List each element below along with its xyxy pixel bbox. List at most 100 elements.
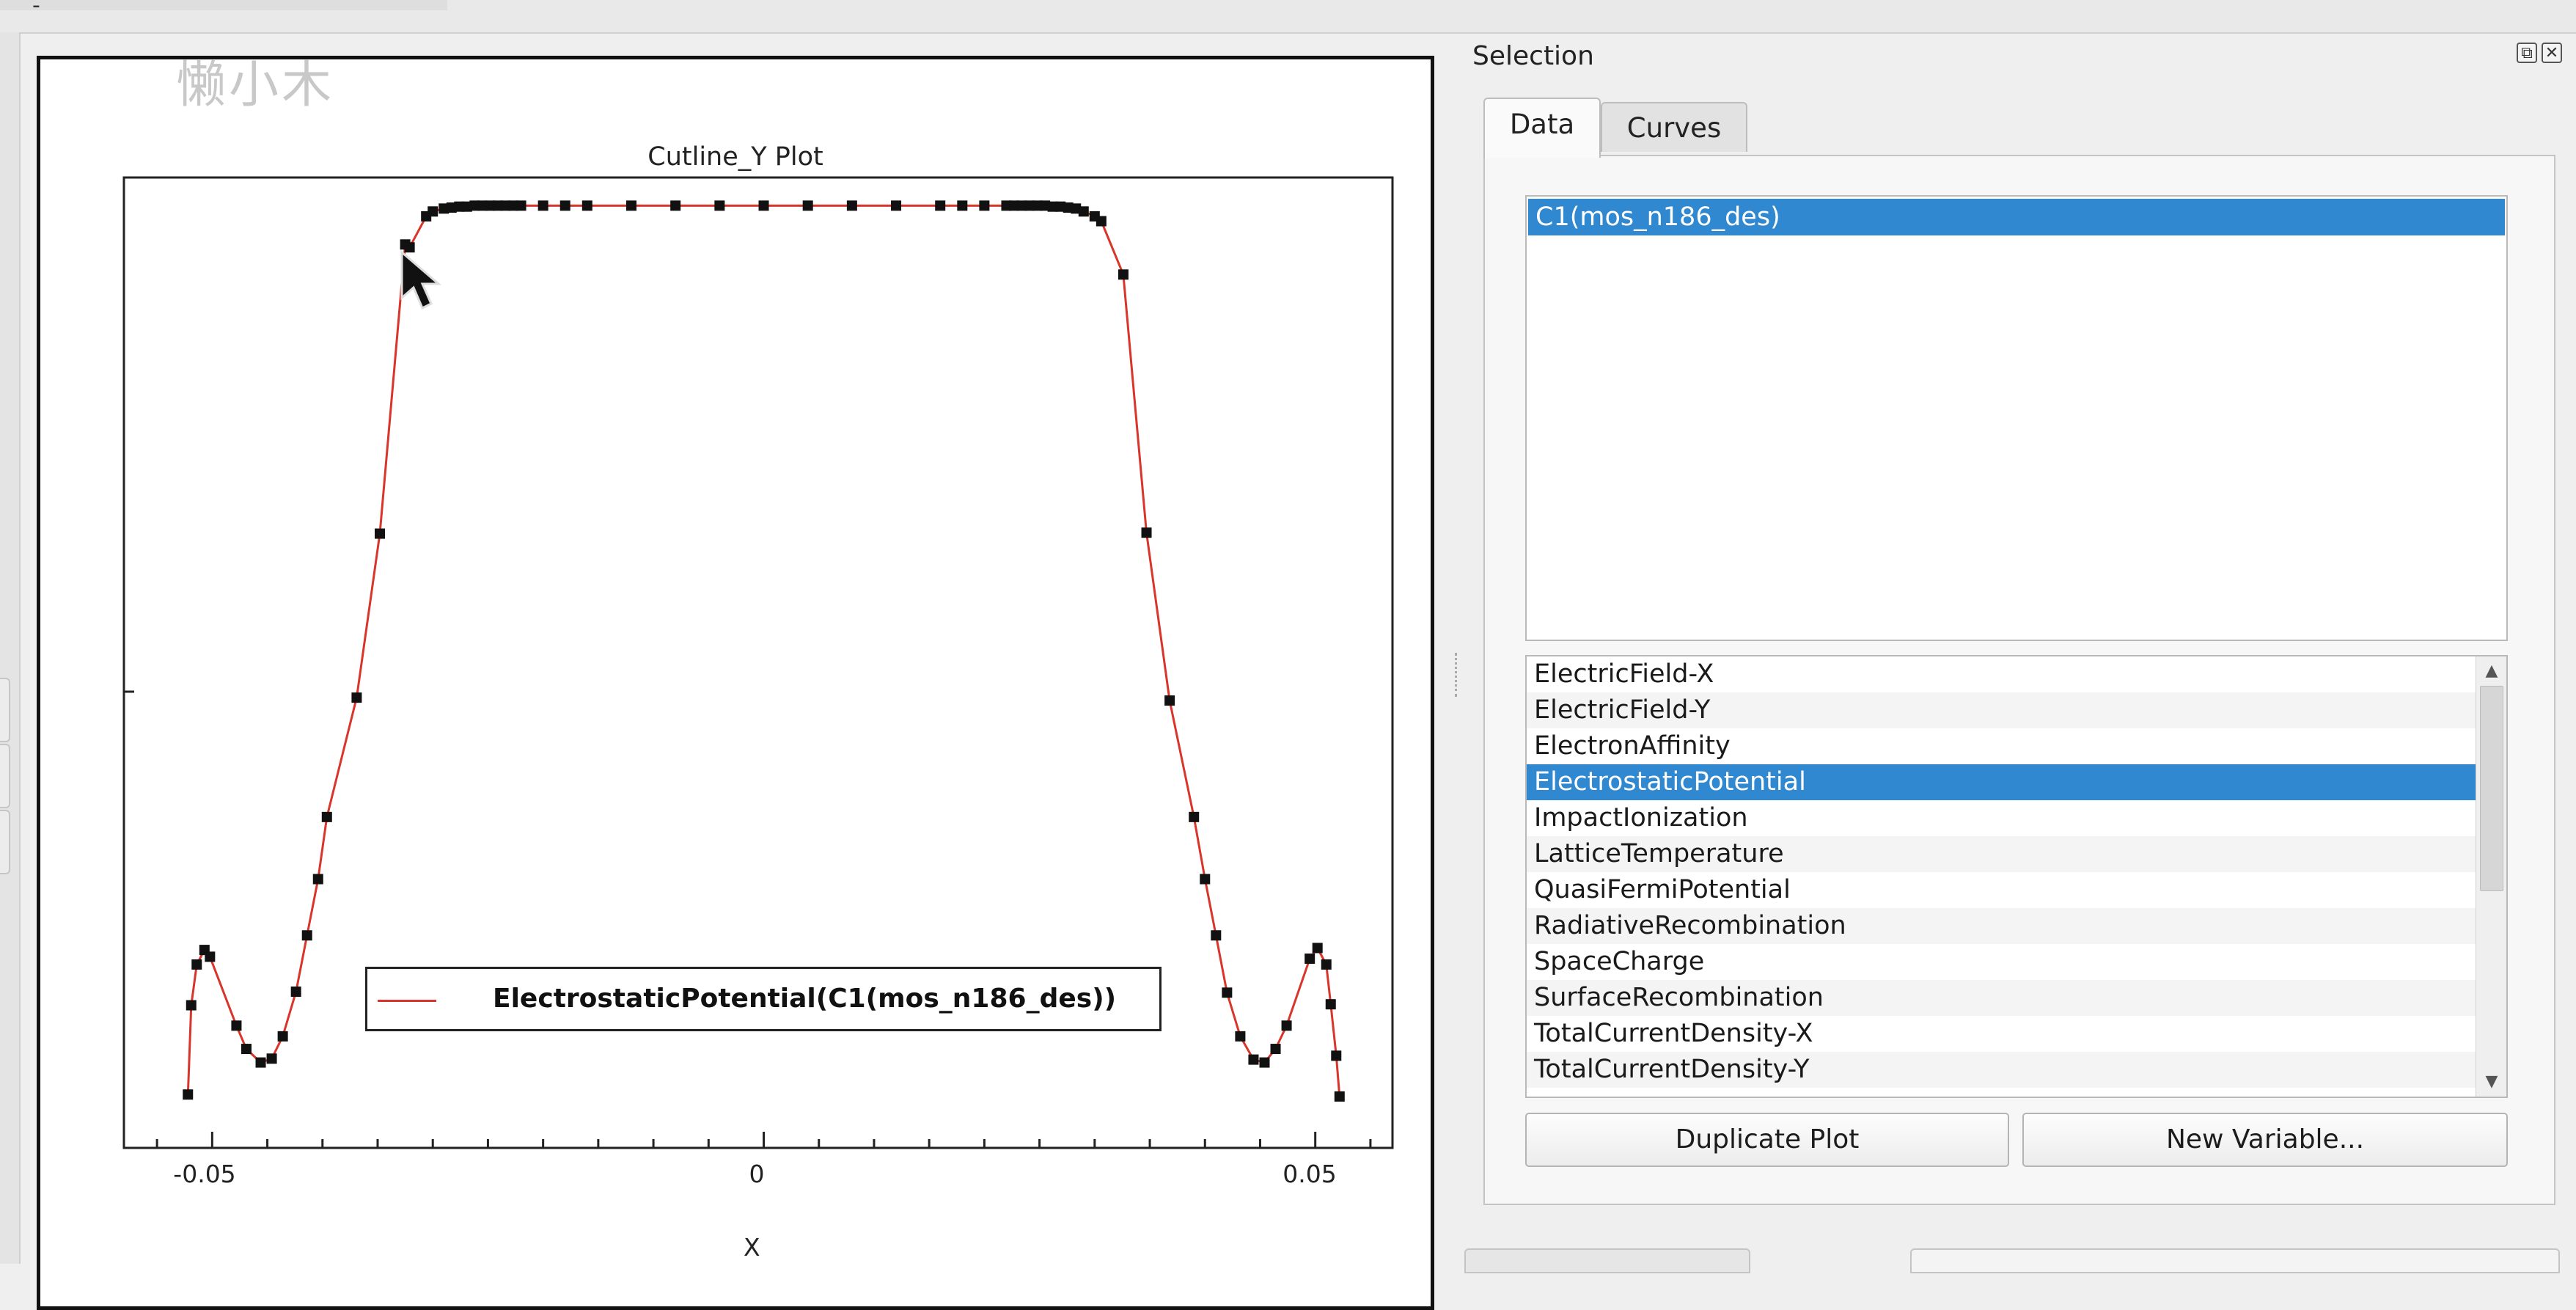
top-toolbar: - [0, 0, 2576, 34]
data-point [438, 203, 449, 214]
variable-item[interactable]: SpaceCharge [1534, 947, 1705, 976]
data-point [1304, 954, 1315, 965]
data-point [1071, 203, 1082, 214]
data-point [891, 200, 902, 211]
tab-curves[interactable]: Curves [1601, 102, 1747, 152]
data-point [1312, 943, 1323, 954]
data-point [205, 951, 216, 962]
plot-canvas[interactable]: Cutline_Y Plot ElectrostaticPotential(C1… [37, 56, 1434, 1310]
scroll-down-icon[interactable]: ▼ [2485, 1072, 2498, 1091]
data-point [846, 200, 857, 211]
data-point [626, 200, 636, 211]
dataset-list[interactable]: C1(mos_n186_des) [1525, 195, 2508, 641]
x-tick-label: 0 [749, 1160, 765, 1188]
duplicate-plot-button[interactable]: Duplicate Plot [1525, 1113, 2009, 1167]
data-point [1325, 999, 1336, 1010]
data-point [469, 200, 480, 211]
x-axis-ticks [155, 1132, 1372, 1148]
data-point [404, 242, 415, 253]
variable-item-selected[interactable]: ElectrostaticPotential [1527, 764, 2476, 800]
data-point [1270, 1044, 1281, 1055]
plot-title: Cutline_Y Plot [647, 142, 823, 172]
data-point [492, 200, 503, 211]
data-point [1047, 201, 1058, 212]
series-markers [183, 200, 1345, 1102]
data-point [1164, 695, 1175, 706]
data-point [1009, 200, 1020, 211]
variable-item[interactable]: TotalCurrentDensity-Y [1527, 1052, 2476, 1088]
variable-list-scrollbar[interactable]: ▲ ▼ [2476, 656, 2506, 1097]
data-point [1055, 201, 1066, 212]
data-point [1248, 1054, 1259, 1065]
variable-item[interactable]: ElectronAffinity [1534, 731, 1731, 761]
variable-item[interactable]: LatticeTemperature [1527, 836, 2476, 872]
variable-list[interactable]: ElectricField-X ElectricField-Y Electron… [1525, 655, 2508, 1098]
variable-item[interactable]: TotalCurrentDensity-X [1534, 1019, 1813, 1048]
data-point [935, 200, 946, 211]
dataset-item[interactable]: C1(mos_n186_des) [1528, 199, 2505, 235]
data-point [461, 201, 472, 212]
data-point [351, 692, 362, 703]
dock-handle[interactable] [0, 678, 10, 742]
data-point [670, 200, 681, 211]
data-point [428, 206, 438, 217]
scroll-up-icon[interactable]: ▲ [2485, 662, 2498, 680]
x-axis-label: X [744, 1233, 760, 1262]
data-point [1200, 874, 1211, 885]
variable-item[interactable]: SurfaceRecombination [1527, 980, 2476, 1016]
legend-label: ElectrostaticPotential(C1(mos_n186_des)) [493, 984, 1117, 1014]
data-point [241, 1044, 252, 1055]
variable-item[interactable]: RadiativeRecombination [1527, 908, 2476, 944]
data-point [758, 200, 769, 211]
data-point [454, 201, 465, 212]
dock-handle[interactable] [0, 810, 10, 874]
watermark-text: 懒小木 [176, 56, 335, 114]
left-dock-edge [0, 32, 21, 1264]
data-point [375, 528, 386, 539]
data-point [1096, 216, 1107, 227]
data-point [1235, 1031, 1246, 1042]
plot-area[interactable] [40, 59, 1431, 1306]
data-point [1321, 959, 1332, 970]
data-point [255, 1057, 266, 1068]
data-point [321, 811, 332, 822]
variable-item[interactable]: ElectricField-Y [1527, 692, 2476, 728]
data-point [277, 1031, 288, 1042]
data-point [312, 874, 323, 885]
selection-panel-title: Selection [1472, 41, 1594, 71]
dock-handle[interactable] [0, 744, 10, 808]
new-variable-button[interactable]: New Variable... [2022, 1113, 2508, 1167]
variable-item[interactable]: ElectricField-X [1534, 659, 1714, 689]
tab-data[interactable]: Data [1483, 98, 1601, 158]
close-panel-button[interactable]: ✕ [2542, 43, 2562, 63]
data-point [1334, 1091, 1345, 1102]
data-point [714, 200, 725, 211]
data-point [1040, 200, 1051, 211]
data-point [537, 200, 548, 211]
variable-item[interactable]: ImpactIonization [1534, 803, 1748, 833]
data-point [957, 200, 968, 211]
data-point [1032, 200, 1043, 211]
data-point [979, 200, 990, 211]
scrollbar-thumb[interactable] [2480, 686, 2503, 891]
x-tick-label: 0.05 [1283, 1160, 1337, 1188]
data-point [1118, 269, 1129, 280]
bottom-tab-stub[interactable] [1464, 1248, 1750, 1273]
data-point [1001, 200, 1012, 211]
data-point [1259, 1057, 1270, 1068]
data-point [581, 200, 592, 211]
float-panel-button[interactable]: ⧉ [2517, 43, 2537, 63]
data-point [301, 930, 312, 941]
data-point [1024, 200, 1035, 211]
data-point [559, 200, 570, 211]
arrow-cursor-icon [400, 249, 442, 310]
data-point [1078, 206, 1089, 217]
x-tick-label: -0.05 [173, 1160, 236, 1188]
data-point [500, 200, 511, 211]
variable-item[interactable]: QuasiFermiPotential [1534, 875, 1791, 904]
data-point [446, 202, 457, 213]
data-point [508, 200, 519, 211]
splitter-handle[interactable] [1455, 653, 1460, 697]
data-point [1281, 1020, 1292, 1031]
plot-legend[interactable]: ElectrostaticPotential(C1(mos_n186_des)) [365, 967, 1162, 1031]
